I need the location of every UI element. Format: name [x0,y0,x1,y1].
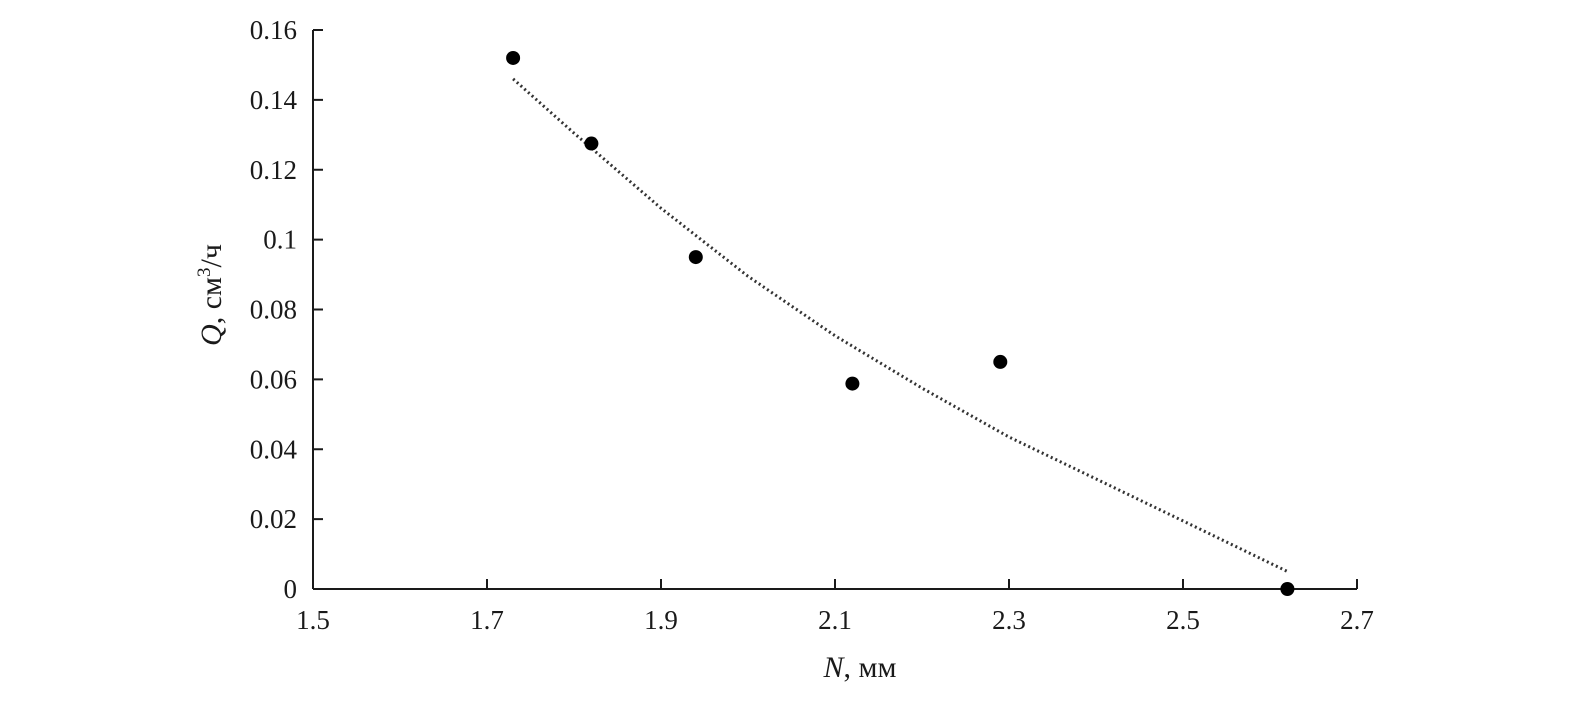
y-tick-label: 0.04 [250,434,298,464]
y-tick-label: 0.06 [250,364,297,394]
data-point [993,354,1008,369]
y-axis-unit-tail: /ч [195,244,228,267]
axes [312,30,1357,590]
y-axis-symbol: Q [195,324,228,346]
x-tick-label: 2.1 [818,605,852,635]
trendline-group [512,77,1289,573]
x-axis-symbol: N [823,651,846,684]
x-tick-label: 1.5 [296,605,330,635]
x-tick-label: 2.5 [1166,605,1200,635]
data-point [506,50,521,65]
y-axis-unit-superscript: 3 [194,267,215,277]
x-axis-unit: , мм [844,651,897,684]
y-tick-label: 0.12 [250,155,297,185]
trendline [512,77,1289,573]
x-tick-label: 2.3 [992,605,1026,635]
x-axis-title: N, мм [823,651,897,684]
data-points [506,50,1295,596]
y-axis-unit: , см [195,277,228,324]
data-point [584,136,599,151]
y-tick-label: 0.16 [250,15,297,45]
x-tick-label: 1.7 [470,605,504,635]
y-tick-label: 0.08 [250,295,297,325]
x-tick-label: 1.9 [644,605,678,635]
data-point [845,376,860,391]
data-point [688,250,703,265]
y-tick-label: 0.14 [250,85,298,115]
x-axis-ticks: 1.5 1.7 1.9 2.1 2.3 2.5 2.7 [296,579,1374,635]
y-tick-label: 0.1 [263,225,297,255]
x-tick-label: 2.7 [1340,605,1374,635]
y-axis-ticks: 0 0.02 0.04 0.06 0.08 0.1 0.12 0.14 0.16 [250,15,323,604]
data-point [1280,582,1295,596]
y-tick-label: 0 [284,574,298,604]
y-axis-title: Q, см3/ч [194,244,228,346]
y-tick-label: 0.02 [250,504,297,534]
